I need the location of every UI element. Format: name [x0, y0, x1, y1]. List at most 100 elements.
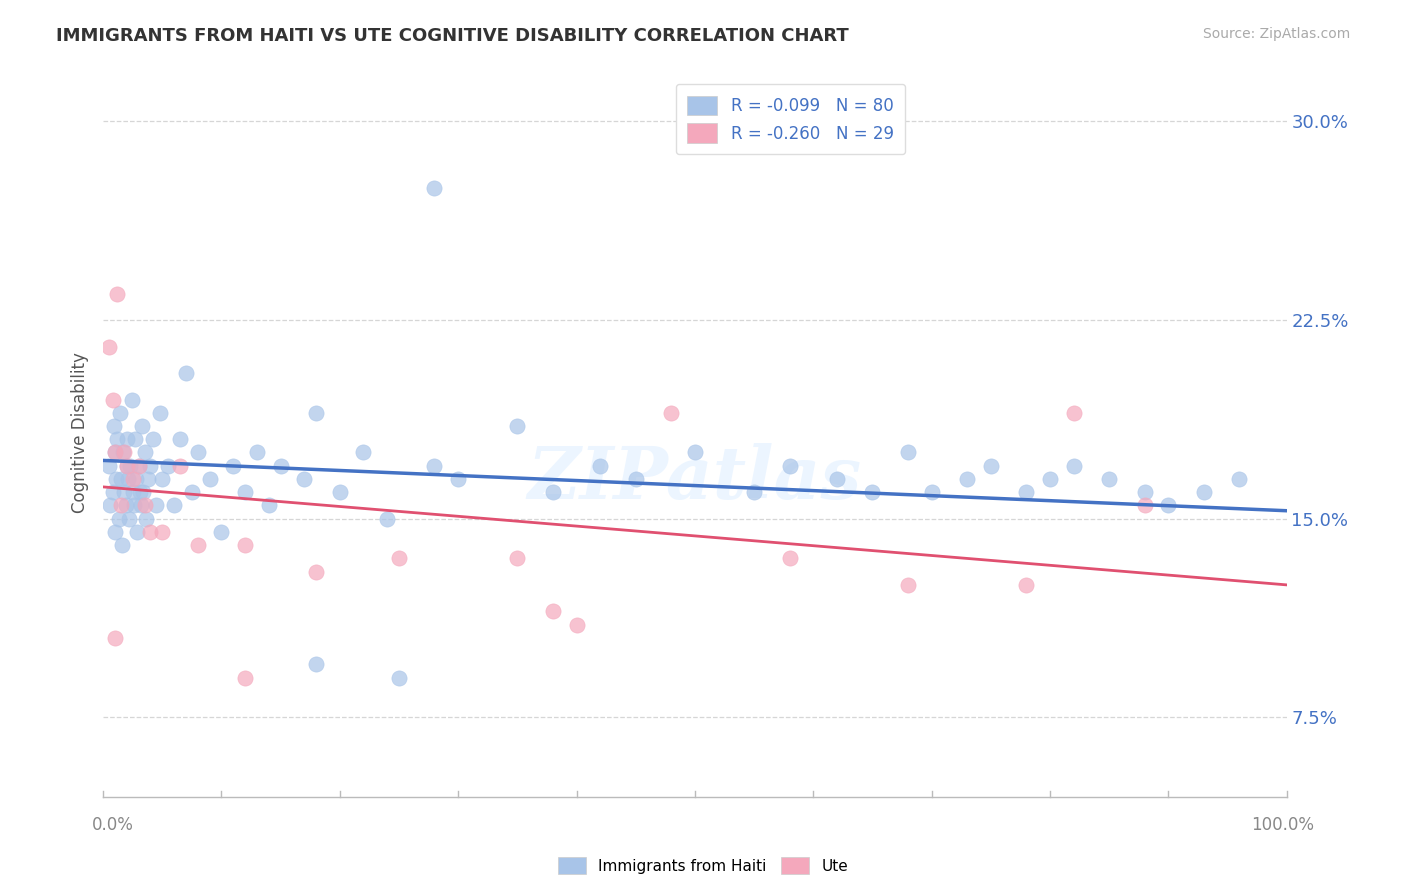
Point — [825, 472, 848, 486]
Point — [124, 432, 146, 446]
Point — [142, 432, 165, 446]
Point — [128, 458, 150, 473]
Point — [118, 511, 141, 525]
Point — [222, 458, 245, 473]
Point — [150, 524, 173, 539]
Point — [742, 485, 765, 500]
Point — [101, 392, 124, 407]
Point — [956, 472, 979, 486]
Point — [187, 445, 209, 459]
Point — [1133, 499, 1156, 513]
Point — [375, 511, 398, 525]
Point — [423, 458, 446, 473]
Point — [122, 499, 145, 513]
Point — [115, 432, 138, 446]
Point — [541, 485, 564, 500]
Point — [114, 445, 136, 459]
Point — [112, 445, 135, 459]
Point — [506, 551, 529, 566]
Point — [117, 472, 139, 486]
Point — [506, 419, 529, 434]
Point — [1039, 472, 1062, 486]
Point — [897, 445, 920, 459]
Point — [198, 472, 221, 486]
Legend: Immigrants from Haiti, Ute: Immigrants from Haiti, Ute — [553, 851, 853, 880]
Text: 100.0%: 100.0% — [1251, 816, 1315, 834]
Point — [388, 551, 411, 566]
Point — [305, 406, 328, 420]
Point — [541, 604, 564, 618]
Point — [174, 366, 197, 380]
Point — [104, 445, 127, 459]
Text: IMMIGRANTS FROM HAITI VS UTE COGNITIVE DISABILITY CORRELATION CHART: IMMIGRANTS FROM HAITI VS UTE COGNITIVE D… — [56, 27, 849, 45]
Point — [149, 406, 172, 420]
Point — [145, 499, 167, 513]
Point — [139, 524, 162, 539]
Point — [129, 499, 152, 513]
Point — [257, 499, 280, 513]
Point — [292, 472, 315, 486]
Point — [103, 419, 125, 434]
Point — [233, 485, 256, 500]
Point — [132, 485, 155, 500]
Point — [98, 499, 121, 513]
Point — [180, 485, 202, 500]
Point — [111, 538, 134, 552]
Point — [169, 458, 191, 473]
Text: ZIPatlas: ZIPatlas — [527, 443, 862, 515]
Point — [305, 565, 328, 579]
Point — [388, 671, 411, 685]
Point — [860, 485, 883, 500]
Point — [897, 578, 920, 592]
Point — [329, 485, 352, 500]
Point — [105, 472, 128, 486]
Point — [1015, 485, 1038, 500]
Point — [101, 485, 124, 500]
Point — [683, 445, 706, 459]
Point — [305, 657, 328, 672]
Point — [134, 445, 156, 459]
Point — [233, 538, 256, 552]
Point — [136, 472, 159, 486]
Point — [105, 432, 128, 446]
Point — [128, 485, 150, 500]
Point — [104, 524, 127, 539]
Point — [134, 499, 156, 513]
Point — [1015, 578, 1038, 592]
Point — [565, 617, 588, 632]
Point — [115, 458, 138, 473]
Point — [121, 485, 143, 500]
Point — [1133, 485, 1156, 500]
Point — [1192, 485, 1215, 500]
Point — [98, 340, 121, 354]
Point — [163, 499, 186, 513]
Point — [187, 538, 209, 552]
Point — [233, 671, 256, 685]
Point — [121, 472, 143, 486]
Point — [107, 511, 129, 525]
Point — [779, 551, 801, 566]
Point — [659, 406, 682, 420]
Point — [104, 445, 127, 459]
Point — [139, 458, 162, 473]
Point — [1063, 458, 1085, 473]
Point — [1063, 406, 1085, 420]
Point — [1227, 472, 1250, 486]
Point — [150, 472, 173, 486]
Point — [157, 458, 180, 473]
Point — [110, 499, 132, 513]
Point — [270, 458, 292, 473]
Point — [114, 485, 136, 500]
Point — [589, 458, 612, 473]
Point — [108, 406, 131, 420]
Text: Source: ZipAtlas.com: Source: ZipAtlas.com — [1202, 27, 1350, 41]
Point — [105, 286, 128, 301]
Point — [169, 432, 191, 446]
Point — [125, 472, 148, 486]
Point — [211, 524, 233, 539]
Point — [98, 458, 121, 473]
Text: 0.0%: 0.0% — [91, 816, 134, 834]
Point — [447, 472, 470, 486]
Point — [353, 445, 375, 459]
Y-axis label: Cognitive Disability: Cognitive Disability — [72, 352, 89, 513]
